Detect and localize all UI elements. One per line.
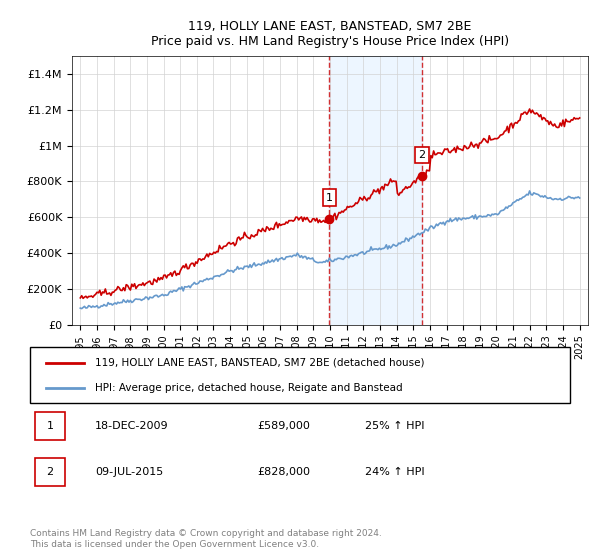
FancyBboxPatch shape bbox=[35, 458, 65, 486]
Text: 25% ↑ HPI: 25% ↑ HPI bbox=[365, 421, 424, 431]
Text: 119, HOLLY LANE EAST, BANSTEAD, SM7 2BE (detached house): 119, HOLLY LANE EAST, BANSTEAD, SM7 2BE … bbox=[95, 358, 424, 368]
Text: 18-DEC-2009: 18-DEC-2009 bbox=[95, 421, 169, 431]
FancyBboxPatch shape bbox=[35, 412, 65, 441]
Text: 1: 1 bbox=[326, 193, 333, 203]
Text: £589,000: £589,000 bbox=[257, 421, 310, 431]
Title: 119, HOLLY LANE EAST, BANSTEAD, SM7 2BE
Price paid vs. HM Land Registry's House : 119, HOLLY LANE EAST, BANSTEAD, SM7 2BE … bbox=[151, 20, 509, 48]
Text: 24% ↑ HPI: 24% ↑ HPI bbox=[365, 466, 424, 477]
Text: 2: 2 bbox=[46, 466, 53, 477]
Text: HPI: Average price, detached house, Reigate and Banstead: HPI: Average price, detached house, Reig… bbox=[95, 382, 403, 393]
Text: 2: 2 bbox=[418, 150, 425, 160]
FancyBboxPatch shape bbox=[30, 347, 570, 403]
Bar bbox=[329, 56, 422, 325]
Text: 1: 1 bbox=[46, 421, 53, 431]
Text: 09-JUL-2015: 09-JUL-2015 bbox=[95, 466, 163, 477]
Text: £828,000: £828,000 bbox=[257, 466, 310, 477]
Text: Contains HM Land Registry data © Crown copyright and database right 2024.
This d: Contains HM Land Registry data © Crown c… bbox=[30, 529, 382, 549]
